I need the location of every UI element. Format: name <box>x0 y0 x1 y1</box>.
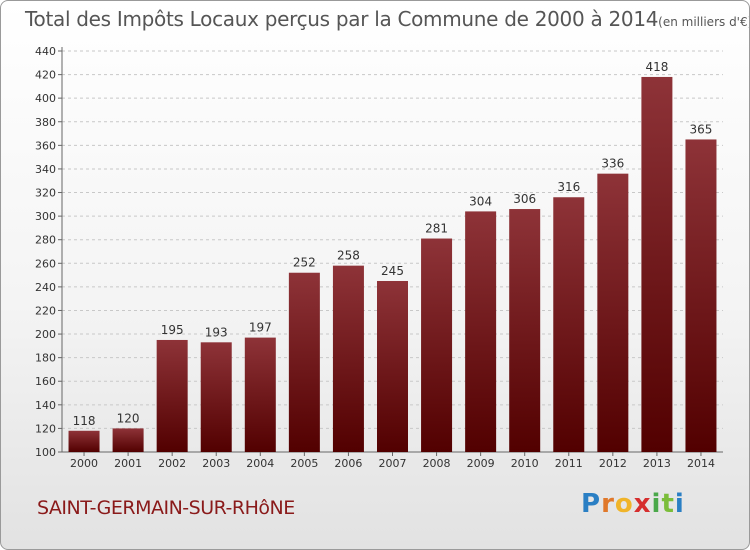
logo-letter: i <box>651 489 662 519</box>
bar-value-label: 336 <box>601 157 624 171</box>
bar-value-label: 195 <box>161 323 184 337</box>
bar <box>509 209 541 452</box>
chart-unit: (en milliers d'€) <box>658 15 750 29</box>
x-tick-label: 2002 <box>158 457 186 470</box>
x-tick-label: 2003 <box>202 457 230 470</box>
bar-value-label: 245 <box>381 264 404 278</box>
bar <box>685 139 717 453</box>
bar-value-label: 316 <box>557 180 580 194</box>
y-tick-label: 420 <box>35 69 56 82</box>
logo-letter: x <box>633 489 652 519</box>
bar <box>332 265 364 452</box>
bar-value-label: 304 <box>469 194 492 208</box>
x-tick-label: 2000 <box>70 457 98 470</box>
bar-value-label: 120 <box>117 411 140 425</box>
bar <box>597 173 629 453</box>
y-tick-label: 300 <box>35 210 56 223</box>
x-tick-label: 2009 <box>467 457 495 470</box>
commune-name: SAINT-GERMAIN-SUR-RHôNE <box>37 497 295 519</box>
y-tick-label: 280 <box>35 234 56 247</box>
x-tick-label: 2004 <box>246 457 274 470</box>
bar-value-label: 118 <box>73 414 96 428</box>
bar-value-label: 197 <box>249 321 272 335</box>
bar <box>156 339 188 452</box>
x-tick-label: 2008 <box>423 457 451 470</box>
y-tick-label: 180 <box>35 352 56 365</box>
y-tick-label: 120 <box>35 422 56 435</box>
logo-letter: o <box>614 489 634 519</box>
logo-letter: P <box>581 489 602 519</box>
x-tick-label: 2011 <box>555 457 583 470</box>
bar-value-label: 281 <box>425 222 448 236</box>
bar-value-label: 252 <box>293 256 316 270</box>
bar <box>112 428 144 452</box>
proxiti-logo[interactable]: Proxiti <box>581 489 685 519</box>
x-tick-label: 2014 <box>687 457 715 470</box>
bar <box>288 272 320 452</box>
x-tick-label: 2012 <box>599 457 627 470</box>
bar <box>68 430 100 452</box>
x-tick-label: 2001 <box>114 457 142 470</box>
y-tick-label: 340 <box>35 163 56 176</box>
chart-title-block: Total des Impôts Locaux perçus par la Co… <box>25 7 750 31</box>
bar <box>465 211 497 452</box>
bar-value-label: 193 <box>205 325 228 339</box>
x-tick-label: 2013 <box>643 457 671 470</box>
x-tick-label: 2006 <box>334 457 362 470</box>
bar-value-label: 365 <box>690 122 713 136</box>
y-tick-label: 240 <box>35 281 56 294</box>
bar-layer <box>68 76 717 453</box>
y-tick-label: 100 <box>35 446 56 459</box>
bar <box>377 280 408 452</box>
chart-title: Total des Impôts Locaux perçus par la Co… <box>25 7 659 31</box>
label-layer: 118 2000 120 2001 195 2002 193 2003 197 2004 252 20… <box>70 60 715 470</box>
y-tick-label: 200 <box>35 328 56 341</box>
y-tick-label: 140 <box>35 399 56 412</box>
bar <box>200 342 232 452</box>
y-tick-label: 260 <box>35 257 56 270</box>
y-tick-label: 360 <box>35 139 56 152</box>
bar <box>244 337 276 452</box>
y-tick-label: 160 <box>35 375 56 388</box>
x-tick-label: 2005 <box>290 457 318 470</box>
bar <box>553 197 585 452</box>
y-tick-label: 220 <box>35 304 56 317</box>
x-tick-label: 2007 <box>379 457 407 470</box>
bar-value-label: 418 <box>645 60 668 74</box>
bar <box>641 76 673 453</box>
x-tick-label: 2010 <box>511 457 539 470</box>
y-tick-label: 440 <box>35 45 56 58</box>
logo-letter: r <box>601 489 615 519</box>
logo-letter: i <box>674 489 685 519</box>
bar-value-label: 306 <box>513 192 536 206</box>
bar <box>421 238 453 452</box>
y-tick-label: 320 <box>35 187 56 200</box>
axis-layer: 100 120 140 160 180 200 220 240 260 280 300 320 340 3… <box>35 45 723 459</box>
y-tick-label: 380 <box>35 116 56 129</box>
y-tick-label: 400 <box>35 92 56 105</box>
bar-value-label: 258 <box>337 249 360 263</box>
logo-letter: t <box>661 489 675 519</box>
